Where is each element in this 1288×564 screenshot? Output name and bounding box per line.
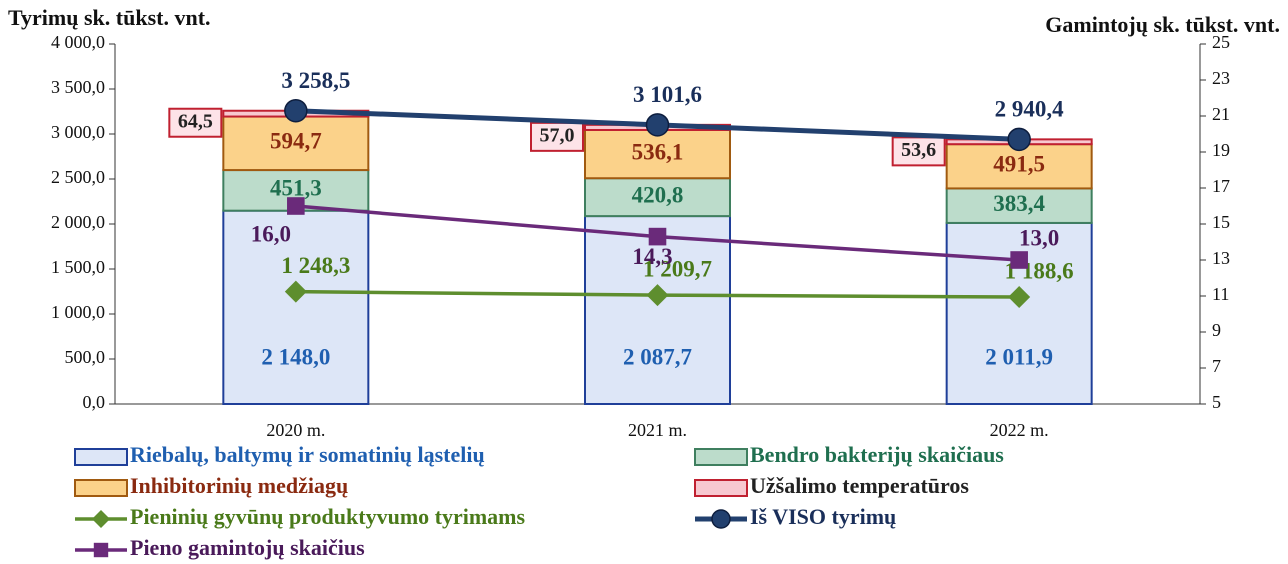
legend-marker: [93, 542, 109, 558]
legend-swatch: [74, 448, 128, 466]
legend-swatch: [694, 479, 748, 497]
label-box: [891, 136, 946, 167]
y2-tick-label: 15: [1212, 212, 1230, 232]
data-label: 594,7: [270, 129, 322, 154]
legend-label: Pieninių gyvūnų produktyvumo tyrimams: [130, 504, 526, 529]
data-label: 2 011,9: [985, 344, 1053, 369]
y2-tick-label: 11: [1212, 284, 1229, 304]
legend-label: Pieno gamintojų skaičius: [130, 535, 365, 560]
bar-segment: [945, 187, 1093, 224]
line-point: [1007, 127, 1031, 152]
line-point: [646, 284, 669, 307]
line-point: [648, 227, 667, 246]
data-label: 2 940,4: [995, 97, 1065, 122]
label-box: [168, 107, 223, 138]
y2-tick-label: 21: [1212, 104, 1230, 124]
line-point: [645, 113, 670, 137]
y2-tick-label: 5: [1212, 392, 1221, 412]
data-label: 536,1: [632, 139, 684, 164]
y2-tick-label: 25: [1212, 32, 1230, 52]
y-tick-label: 4 000,0: [51, 32, 105, 52]
y2-tick-label: 23: [1212, 68, 1230, 88]
y-tick-label: 500,0: [65, 347, 106, 367]
line-point: [284, 98, 308, 123]
y-axis-title: Tyrimų sk. tūkst. vnt.: [8, 5, 211, 30]
legend-label: Riebalų, baltymų ir somatinių ląstelių: [130, 442, 485, 467]
data-label: 3 258,5: [281, 68, 350, 93]
data-label: 16,0: [251, 221, 291, 246]
legend-swatch: [694, 448, 748, 466]
legend-swatch: [74, 479, 128, 497]
data-label: 14,3: [632, 244, 672, 269]
x-tick-label: 2021 m.: [628, 420, 687, 440]
data-label: 64,5: [178, 110, 213, 132]
bar-segment: [584, 128, 731, 180]
line-point: [284, 280, 307, 303]
data-label: 1 248,3: [281, 253, 350, 278]
bar-segment: [584, 215, 731, 405]
y2-tick-label: 13: [1212, 248, 1230, 268]
data-label: 2 148,0: [261, 344, 330, 369]
y2-tick-label: 7: [1212, 356, 1221, 376]
data-label: 420,8: [632, 182, 684, 207]
data-label: 2 087,7: [623, 344, 692, 369]
bar-segment: [584, 177, 731, 218]
y-tick-label: 3 000,0: [51, 122, 105, 142]
legend-label: Iš VISO tyrimų: [750, 504, 896, 529]
y2-tick-label: 9: [1212, 320, 1221, 340]
y-tick-label: 1 000,0: [51, 302, 105, 322]
line-point: [1008, 286, 1031, 309]
y-tick-label: 2 000,0: [51, 212, 105, 232]
data-label: 53,6: [901, 139, 936, 161]
bar-segment: [222, 209, 370, 405]
legend-label: Bendro bakterijų skaičiaus: [750, 442, 1004, 467]
bar-segment: [945, 143, 1093, 190]
line-point: [287, 197, 305, 215]
data-label: 383,4: [993, 191, 1045, 216]
y2-tick-label: 19: [1212, 140, 1230, 160]
line-point: [1010, 251, 1028, 269]
y-tick-label: 3 500,0: [51, 77, 105, 97]
legend-label: Užšalimo temperatūros: [750, 473, 969, 498]
legend-label: Inhibitorinių medžiagų: [130, 473, 348, 498]
y-tick-label: 0,0: [83, 392, 106, 412]
y-tick-label: 1 500,0: [51, 257, 105, 277]
x-tick-label: 2020 m.: [266, 420, 325, 440]
data-label: 451,3: [270, 176, 322, 201]
y2-tick-label: 17: [1212, 176, 1230, 196]
data-label: 1 209,7: [643, 256, 712, 281]
legend-marker: [711, 509, 731, 529]
bar-segment: [222, 115, 370, 172]
data-label: 491,5: [993, 152, 1045, 177]
y2-axis-title: Gamintojų sk. tūkst. vnt.: [1045, 12, 1280, 37]
data-label: 13,0: [1019, 225, 1059, 250]
legend-marker: [92, 510, 110, 528]
x-tick-label: 2022 m.: [990, 420, 1049, 440]
data-label: 57,0: [540, 124, 575, 146]
data-label: 3 101,6: [633, 82, 702, 107]
y-tick-label: 2 500,0: [51, 167, 105, 187]
